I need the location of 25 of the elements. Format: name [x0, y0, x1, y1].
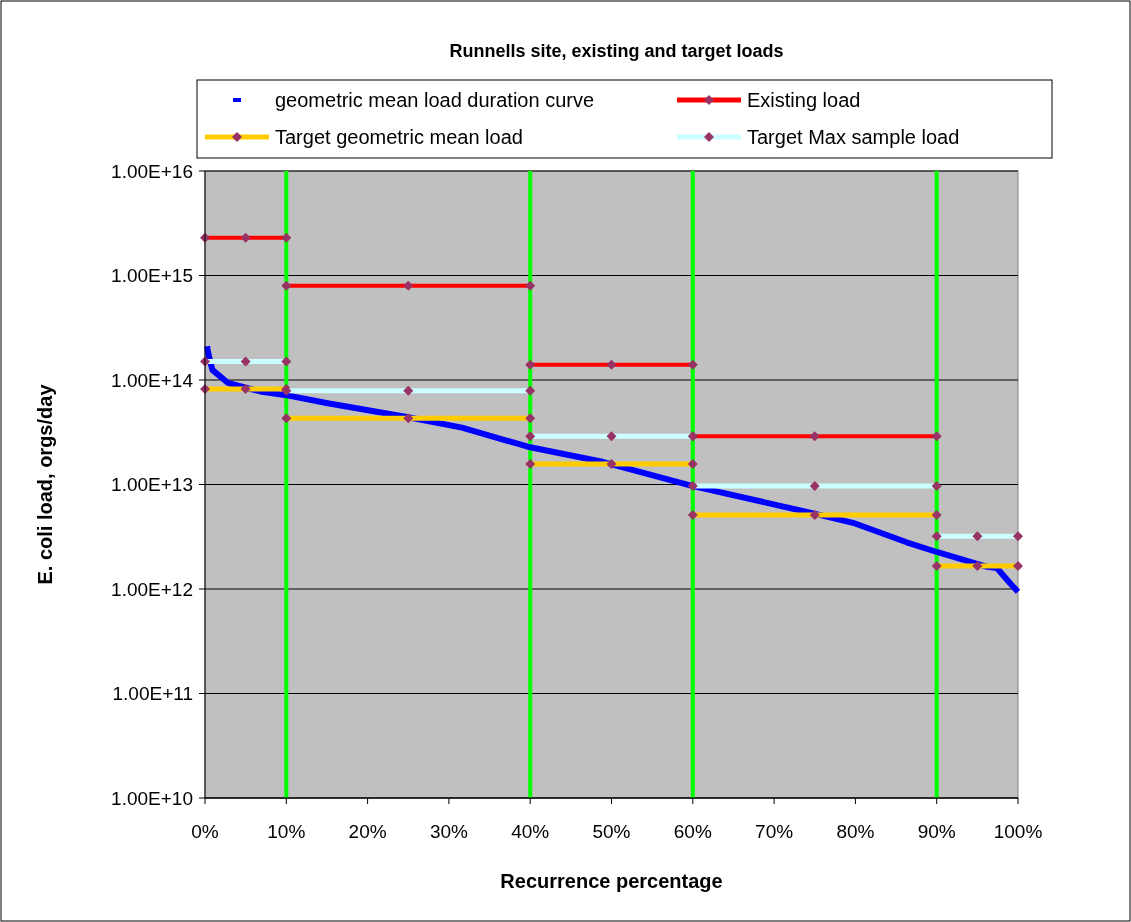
x-tick-label: 90% [917, 821, 956, 842]
y-tick-label: 1.00E+10 [111, 787, 193, 809]
x-tick-label: 0% [191, 821, 219, 842]
y-tick-label: 1.00E+15 [111, 265, 193, 287]
x-tick-label: 60% [673, 821, 712, 842]
y-tick-label: 1.00E+16 [111, 160, 193, 182]
y-tick-label: 1.00E+12 [111, 578, 193, 600]
legend-label: Target Max sample load [747, 126, 960, 148]
legend-label: Target geometric mean load [275, 126, 523, 148]
x-tick-label: 80% [836, 821, 875, 842]
y-tick-label: 1.00E+14 [111, 369, 194, 391]
x-tick-label: 50% [592, 821, 631, 842]
y-tick-label: 1.00E+13 [111, 474, 193, 496]
legend-label: Existing load [747, 89, 861, 111]
x-tick-label: 30% [429, 821, 469, 842]
legend-label: geometric mean load duration curve [275, 89, 595, 111]
y-axis-title: E. coli load, orgs/day [34, 383, 56, 585]
x-tick-label: 70% [755, 821, 794, 842]
x-tick-label: 40% [511, 821, 550, 842]
y-tick-label: 1.00E+11 [112, 683, 193, 705]
x-axis-title: Recurrence percentage [500, 870, 723, 892]
x-tick-label: 100% [993, 821, 1043, 842]
x-tick-label: 20% [348, 821, 387, 842]
chart-title: Runnells site, existing and target loads [449, 41, 784, 61]
x-tick-label: 10% [267, 821, 306, 842]
